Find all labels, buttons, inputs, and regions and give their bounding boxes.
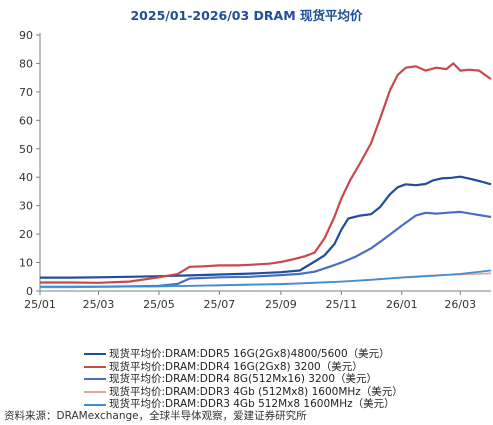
y-tick-label: 20 bbox=[19, 228, 33, 241]
legend-label: 现货平均价:DRAM:DDR3 4Gb (512Mx8) 1600MHz（美元） bbox=[109, 385, 403, 398]
chart-title: 2025/01-2026/03 DRAM 现货平均价 bbox=[130, 8, 363, 23]
y-tick-label: 30 bbox=[19, 200, 33, 213]
legend-label: 现货平均价:DRAM:DDR4 16G(2Gx8) 3200（美元） bbox=[109, 360, 363, 373]
x-tick-label: 25/03 bbox=[83, 298, 115, 311]
line-chart: 0 10 20 30 40 50 60 70 80 90 25/01 25/03 25/05 25/07… bbox=[19, 29, 492, 311]
x-tick-label: 25/01 bbox=[24, 298, 56, 311]
y-tick-label: 10 bbox=[19, 257, 33, 270]
x-tick-label: 25/11 bbox=[325, 298, 357, 311]
x-tick-label: 25/07 bbox=[204, 298, 236, 311]
x-tick-label: 26/01 bbox=[386, 298, 418, 311]
x-tick-label: 25/05 bbox=[143, 298, 175, 311]
y-tick-label: 0 bbox=[26, 285, 33, 298]
y-tick-label: 80 bbox=[19, 57, 33, 70]
series-line-5 bbox=[40, 269, 492, 288]
y-tick-label: 60 bbox=[19, 114, 33, 127]
legend-label: 现货平均价:DRAM:DDR5 16G(2Gx8)4800/5600（美元） bbox=[109, 348, 390, 360]
legend-swatch bbox=[84, 365, 106, 368]
source-note: 资料来源：DRAMexchange，全球半导体观察，爱建证券研究所 bbox=[4, 410, 307, 422]
series-lines bbox=[39, 62, 492, 289]
legend-label: 现货平均价:DRAM:DDR3 4Gb 512Mx8 1600MHz（美元） bbox=[109, 398, 395, 411]
y-tick-label: 70 bbox=[19, 86, 33, 99]
legend-item-4: 现货平均价:DRAM:DDR3 4Gb (512Mx8) 1600MHz（美元） bbox=[84, 386, 403, 399]
legend-swatch bbox=[84, 403, 106, 406]
legend-swatch bbox=[84, 353, 106, 356]
y-axis: 0 10 20 30 40 50 60 70 80 90 bbox=[19, 29, 41, 298]
legend-item-1: 现货平均价:DRAM:DDR5 16G(2Gx8)4800/5600（美元） bbox=[84, 348, 403, 361]
y-tick-label: 40 bbox=[19, 171, 33, 184]
y-tick-label: 50 bbox=[19, 143, 33, 156]
legend-item-2: 现货平均价:DRAM:DDR4 16G(2Gx8) 3200（美元） bbox=[84, 361, 403, 374]
legend-item-5: 现货平均价:DRAM:DDR3 4Gb 512Mx8 1600MHz（美元） bbox=[84, 398, 403, 411]
series-line-1 bbox=[40, 175, 492, 279]
legend-swatch bbox=[84, 378, 106, 381]
x-tick-label: 26/03 bbox=[444, 298, 476, 311]
legend-label: 现货平均价:DRAM:DDR4 8G(512Mx16) 3200（美元） bbox=[109, 373, 378, 386]
y-tick-label: 90 bbox=[19, 29, 33, 42]
legend-swatch bbox=[84, 391, 106, 394]
x-axis: 25/01 25/03 25/05 25/07 25/09 25/11 26/01 26/03 bbox=[24, 290, 491, 311]
chart-legend: 现货平均价:DRAM:DDR5 16G(2Gx8)4800/5600（美元） 现货… bbox=[84, 348, 403, 411]
legend-item-3: 现货平均价:DRAM:DDR4 8G(512Mx16) 3200（美元） bbox=[84, 373, 403, 386]
x-tick-label: 25/09 bbox=[265, 298, 297, 311]
series-line-2 bbox=[40, 62, 492, 284]
